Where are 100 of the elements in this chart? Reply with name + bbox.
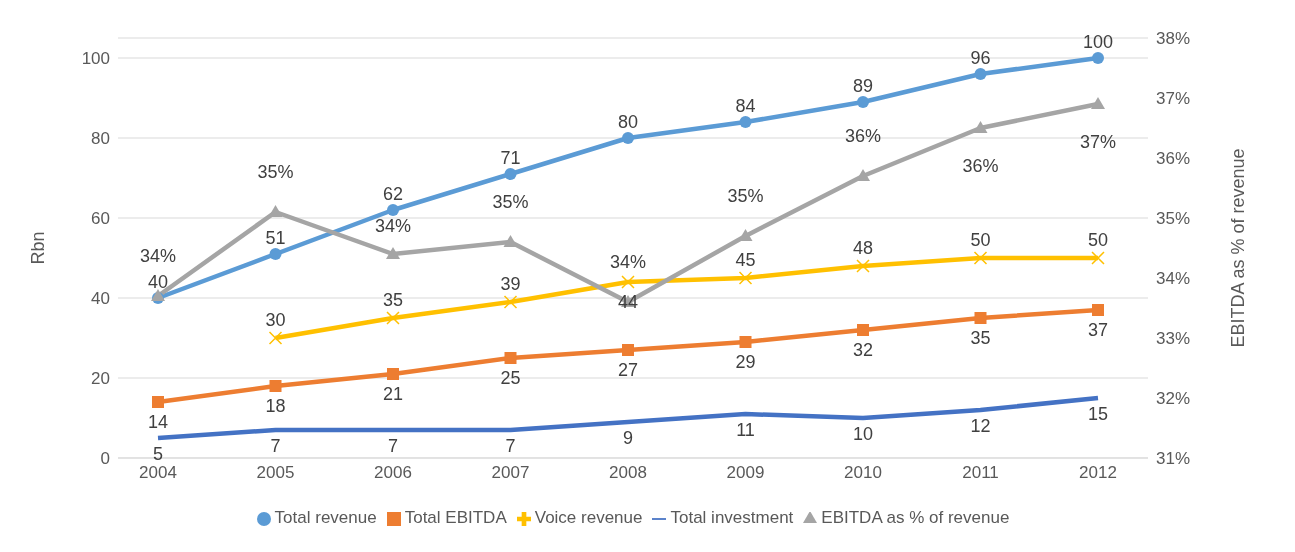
data-label: 100 [1082,32,1114,52]
data-label: 36% [844,126,882,146]
legend-label: EBITDA as % of revenue [821,508,1010,527]
point [387,368,399,380]
data-label: 35 [970,328,991,348]
data-label: 35% [257,162,294,182]
y-tick-label: 0 [100,449,110,469]
x-tick-label: 2008 [609,463,647,483]
point [739,116,752,128]
point [269,380,282,392]
data-label: 34% [374,216,412,236]
data-label: 84 [735,96,756,116]
data-label: 12 [970,416,991,436]
point [856,169,870,181]
point [739,336,752,348]
data-label: 30 [265,310,286,330]
y2-tick-label: 32% [1156,389,1191,409]
data-label: 36% [962,156,999,176]
x-tick-label: 2004 [139,463,177,483]
x-tick-label: 2010 [844,463,882,483]
point [1092,304,1104,316]
data-label: 34% [609,252,647,272]
point [622,132,634,144]
data-label: 37% [1079,132,1117,152]
data-label: 35% [492,192,529,212]
y-tick-label: 40 [91,289,110,309]
data-label: 80 [617,112,639,132]
data-label: 71 [500,148,521,168]
data-label: 18 [265,396,286,416]
point [856,259,870,273]
point [857,324,869,336]
data-label: 51 [265,228,286,248]
point [1091,97,1105,109]
data-label: 35 [382,290,404,310]
point [386,311,400,325]
data-label: 29 [735,352,756,372]
legend-label: Total EBITDA [404,508,507,527]
data-label: 14 [147,412,169,432]
point [504,168,517,180]
data-label: 50 [970,230,991,250]
data-label: 5 [152,444,164,464]
data-label: 39 [500,274,521,294]
y-axis-title: Rbn [28,231,49,265]
data-label: 37 [1087,320,1109,340]
data-label: 89 [852,76,874,96]
y2-tick-label: 34% [1156,269,1191,289]
y2-tick-label: 33% [1156,329,1191,349]
data-label: 21 [382,384,404,404]
data-label: 27 [617,360,639,380]
point [738,271,753,285]
data-label: 44 [617,292,639,312]
legend-label: Voice revenue [534,508,643,527]
data-label: 7 [387,436,399,456]
data-label: 25 [500,368,521,388]
y2-tick-label: 35% [1156,209,1191,229]
point [621,275,635,289]
y2-tick-label: 36% [1156,149,1191,169]
point [622,344,634,356]
data-label: 35% [727,186,764,206]
point [973,121,988,133]
legend-label: Total investment [670,508,794,527]
point [269,248,282,260]
x-tick-label: 2007 [491,463,530,483]
point [974,68,987,80]
point [973,251,988,265]
point [974,312,987,324]
data-label: 11 [736,420,755,440]
point [857,96,869,108]
data-label: 9 [622,428,634,448]
y-tick-label: 60 [91,209,110,229]
y-tick-label: 80 [91,129,110,149]
data-label: 7 [505,436,516,456]
data-label: 7 [270,436,281,456]
x-tick-label: 2009 [726,463,765,483]
y2-axis-title: EBITDA as % of revenue [1228,148,1249,348]
data-label: 62 [382,184,404,204]
x-tick-label: 2012 [1079,463,1117,483]
y2-tick-label: 31% [1156,449,1191,469]
data-label: 40 [147,272,169,292]
y2-tick-label: 37% [1156,89,1191,109]
y-tick-label: 100 [81,49,110,69]
point [1092,52,1104,64]
point [387,204,399,216]
x-tick-label: 2006 [374,463,412,483]
point [503,295,518,309]
point [386,247,400,259]
data-label: 45 [735,250,756,270]
data-label: 96 [970,48,991,68]
y-tick-label: 20 [91,369,110,389]
data-label: 32 [852,340,874,360]
legend-label: Total revenue [274,508,377,527]
y2-tick-label: 38% [1156,29,1191,49]
x-tick-label: 2005 [256,463,295,483]
point [268,331,283,345]
data-label: 34% [139,246,177,266]
point [1091,251,1105,265]
data-label: 10 [852,424,874,444]
data-label: 50 [1087,230,1109,250]
point [152,396,164,408]
x-tick-label: 2011 [962,463,999,483]
